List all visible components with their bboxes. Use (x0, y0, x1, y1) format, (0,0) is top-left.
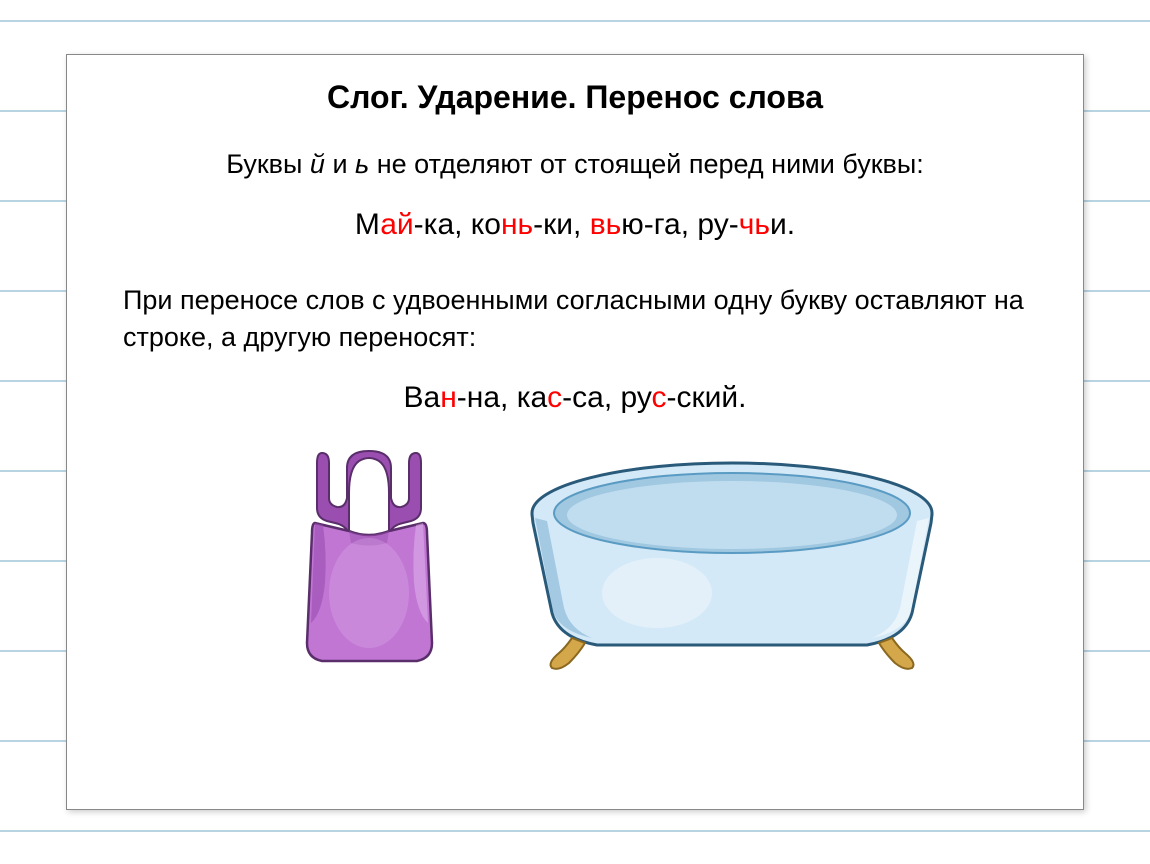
illustrations-row (107, 443, 1043, 673)
tank-top-illustration (287, 443, 457, 673)
rule1-prefix: Буквы (226, 149, 310, 179)
example-fragment: -на, ка (457, 381, 547, 414)
example-fragment: ай (380, 208, 413, 241)
example-fragment: с (547, 381, 562, 414)
slide-title: Слог. Ударение. Перенос слова (107, 79, 1043, 116)
notebook-line (0, 20, 1150, 22)
rule1-letter-2: ь (355, 149, 369, 179)
example-fragment: Ва (404, 381, 441, 414)
example-fragment: М (355, 208, 380, 241)
rule-1-text: Буквы й и ь не отделяют от стоящей перед… (107, 146, 1043, 182)
example-fragment: нь (501, 208, 533, 241)
example-fragment: -ки, (533, 208, 590, 241)
examples-2: Ван-на, кас-са, рус-ский. (107, 381, 1043, 415)
bathtub-illustration (517, 453, 947, 673)
rule1-suffix: не отделяют от стоящей перед ними буквы: (369, 149, 924, 179)
rule1-letter-1: й (310, 149, 325, 179)
slide-frame: Слог. Ударение. Перенос слова Буквы й и … (66, 54, 1084, 810)
example-fragment: с (652, 381, 667, 414)
example-fragment: ю-га, ру- (621, 208, 738, 241)
rule-2-text: При переносе слов с удвоенными согласным… (107, 282, 1043, 355)
examples-1: Май-ка, конь-ки, вью-га, ру-чьи. (107, 208, 1043, 242)
example-fragment: вь (590, 208, 622, 241)
example-fragment: и. (770, 208, 795, 241)
example-fragment: -са, ру (562, 381, 651, 414)
example-fragment: чь (739, 208, 770, 241)
example-fragment: н (440, 381, 457, 414)
rule1-mid: и (325, 149, 355, 179)
example-fragment: -ский. (667, 381, 747, 414)
example-fragment: -ка, ко (414, 208, 501, 241)
notebook-line (0, 830, 1150, 832)
